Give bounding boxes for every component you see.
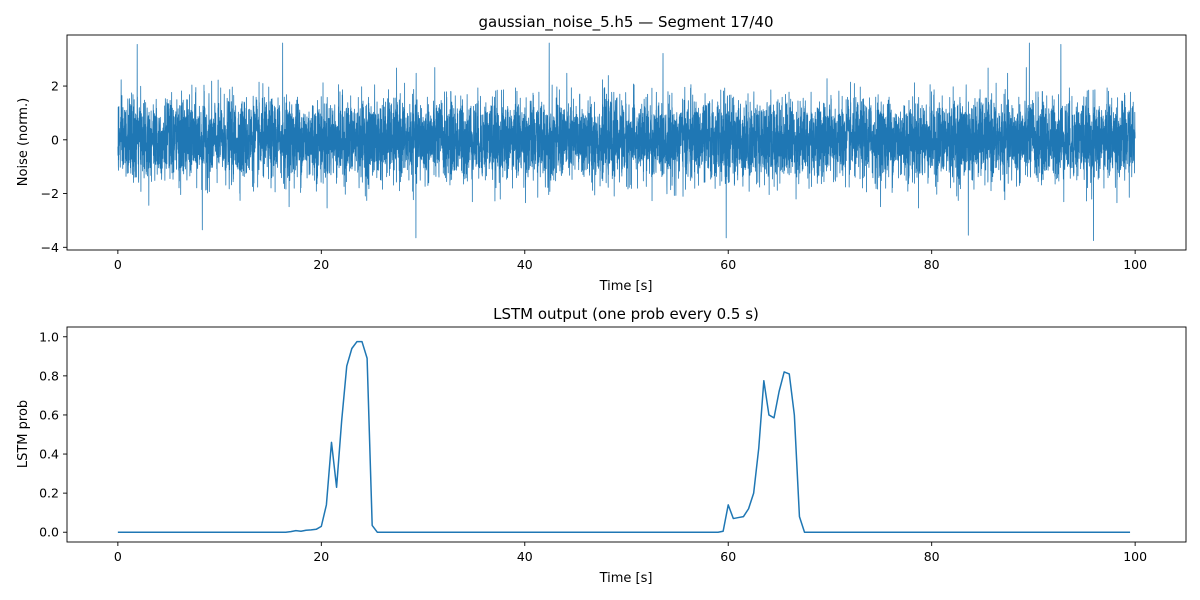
noise-y-tick-label: 0 xyxy=(51,132,59,147)
lstm-x-tick-label: 80 xyxy=(924,549,940,564)
noise-x-tick-label: 60 xyxy=(720,257,736,272)
noise-x-tick-label: 0 xyxy=(114,257,122,272)
noise-y-ticks: −4 −2 0 2 xyxy=(41,79,67,255)
noise-y-tick-label: −4 xyxy=(41,240,59,255)
noise-x-tick-label: 100 xyxy=(1123,257,1147,272)
lstm-x-tick-label: 40 xyxy=(517,549,533,564)
noise-chart-title: gaussian_noise_5.h5 — Segment 17/40 xyxy=(478,13,773,32)
lstm-prob-series-line xyxy=(117,340,1131,533)
lstm-chart-title: LSTM output (one prob every 0.5 s) xyxy=(493,305,759,323)
noise-x-tick-label: 40 xyxy=(517,257,533,272)
noise-x-tick-label: 80 xyxy=(924,257,940,272)
noise-x-axis-label: Time [s] xyxy=(599,279,653,294)
lstm-y-tick-label: 1.0 xyxy=(39,329,59,344)
lstm-x-tick-label: 20 xyxy=(313,549,329,564)
noise-y-tick-label: −2 xyxy=(41,186,59,201)
noise-x-ticks: 0 20 40 60 80 100 xyxy=(114,250,1147,272)
noise-axes-frame xyxy=(66,34,1187,251)
lstm-x-tick-label: 60 xyxy=(720,549,736,564)
lstm-y-tick-label: 0.0 xyxy=(39,525,59,540)
noise-series-line xyxy=(117,42,1136,241)
noise-plot-area xyxy=(117,42,1136,241)
lstm-y-tick-label: 0.8 xyxy=(39,368,59,383)
noise-y-axis-label: Noise (norm.) xyxy=(16,98,31,186)
noise-x-tick-label: 20 xyxy=(313,257,329,272)
lstm-y-tick-label: 0.6 xyxy=(39,407,59,422)
lstm-plot-area xyxy=(117,340,1131,533)
lstm-x-tick-label: 0 xyxy=(114,549,122,564)
lstm-panel: LSTM output (one prob every 0.5 s) 0 20 40… xyxy=(16,305,1187,586)
lstm-y-axis-label: LSTM prob xyxy=(16,400,31,468)
lstm-y-tick-label: 0.2 xyxy=(39,486,59,501)
lstm-x-ticks: 0 20 40 60 80 100 xyxy=(114,542,1147,564)
lstm-x-tick-label: 100 xyxy=(1123,549,1147,564)
noise-y-tick-label: 2 xyxy=(51,79,59,94)
noise-panel: gaussian_noise_5.h5 — Segment 17/40 0 20 4… xyxy=(16,13,1187,294)
lstm-axes-frame xyxy=(66,326,1187,543)
lstm-y-tick-label: 0.4 xyxy=(39,447,59,462)
lstm-y-ticks: 0.0 0.2 0.4 0.6 0.8 1.0 xyxy=(39,329,67,540)
lstm-x-axis-label: Time [s] xyxy=(599,571,653,586)
